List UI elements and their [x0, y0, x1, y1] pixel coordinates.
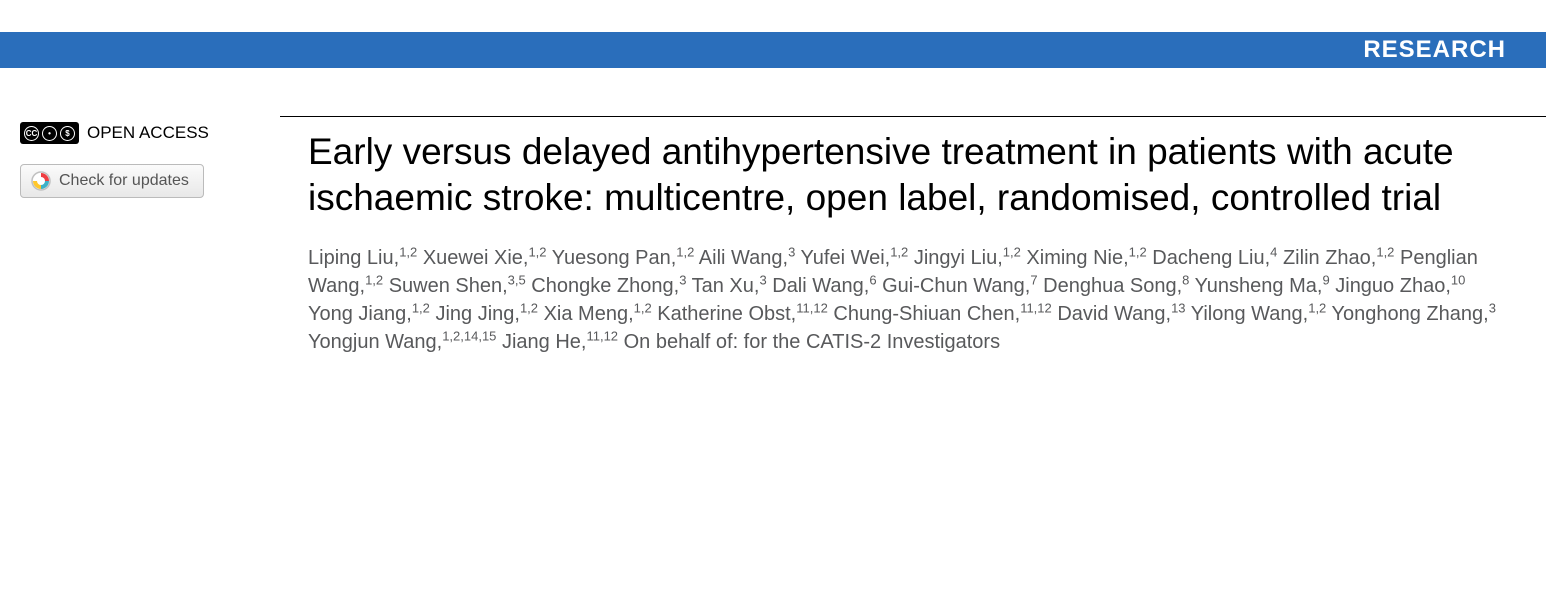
open-access-badge: CC • $ OPEN ACCESS	[20, 122, 280, 144]
check-updates-label: Check for updates	[59, 172, 189, 190]
check-updates-button[interactable]: Check for updates	[20, 164, 204, 198]
content-area: CC • $ OPEN ACCESS Check for updates Ear…	[0, 116, 1546, 356]
author-list: Liping Liu,1,2 Xuewei Xie,1,2 Yuesong Pa…	[308, 244, 1496, 356]
left-sidebar: CC • $ OPEN ACCESS Check for updates	[20, 116, 280, 356]
article-title: Early versus delayed antihypertensive tr…	[308, 129, 1496, 220]
open-access-label: OPEN ACCESS	[87, 123, 209, 143]
banner-label: RESEARCH	[1363, 36, 1506, 64]
crossmark-icon	[31, 171, 51, 191]
cc-license-icon: CC • $	[20, 122, 79, 144]
section-banner: RESEARCH	[0, 32, 1546, 68]
article-main: Early versus delayed antihypertensive tr…	[280, 116, 1546, 356]
